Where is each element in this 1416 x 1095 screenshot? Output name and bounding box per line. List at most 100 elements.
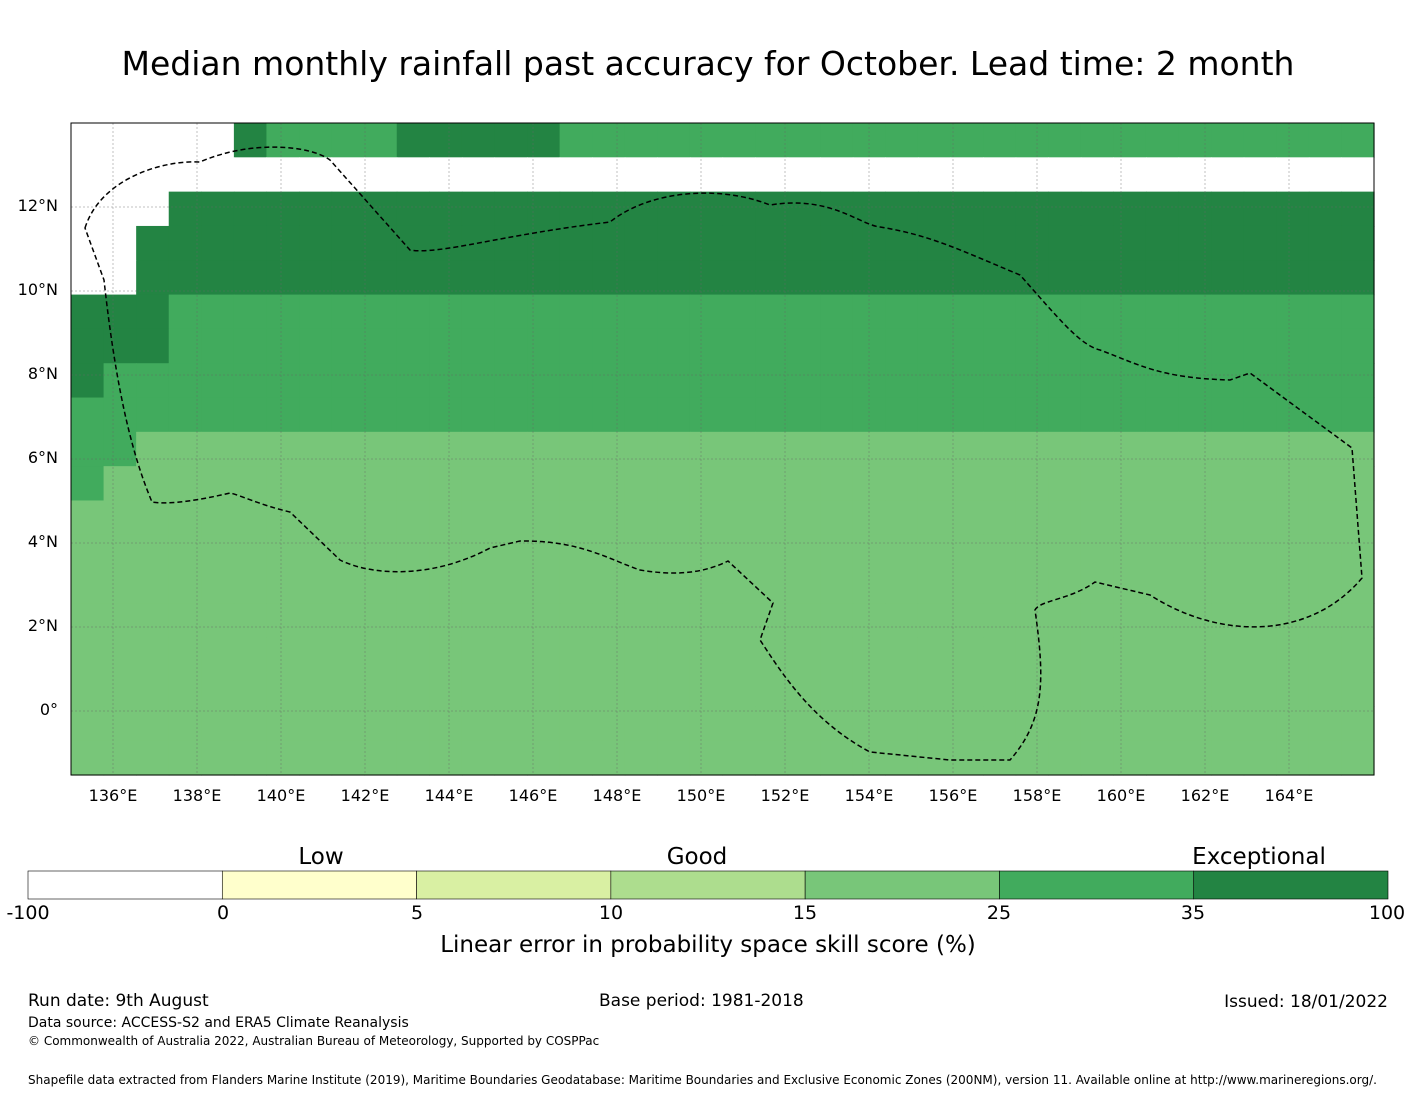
- skill-cell: [331, 191, 365, 227]
- category-low: Low: [298, 844, 344, 870]
- skill-cell: [1276, 157, 1310, 193]
- skill-cell: [1243, 328, 1277, 364]
- skill-cell: [722, 500, 756, 536]
- skill-cell: [592, 191, 626, 227]
- skill-cell: [787, 569, 821, 605]
- skill-cell: [559, 363, 593, 399]
- skill-cell: [755, 672, 789, 707]
- skill-cell: [1276, 500, 1310, 536]
- skill-cell: [1048, 706, 1082, 742]
- skill-cell: [689, 672, 724, 707]
- skill-cell: [527, 534, 561, 570]
- skill-cell: [266, 260, 300, 296]
- skill-cell: [364, 466, 398, 502]
- skill-cell: [331, 294, 365, 330]
- skill-cell: [103, 431, 137, 467]
- colorbar-tick: -100: [6, 902, 50, 924]
- graticule: [71, 123, 1374, 775]
- skill-cell: [364, 191, 398, 227]
- skill-cell: [787, 431, 821, 467]
- colorbar-segment: [999, 870, 1195, 900]
- skill-cell: [1145, 637, 1180, 673]
- skill-cell: [1113, 603, 1147, 639]
- skill-cell: [201, 603, 235, 639]
- skill-cell: [787, 534, 821, 570]
- skill-cell: [917, 397, 952, 433]
- skill-cell: [1276, 466, 1310, 502]
- skill-cell: [1211, 534, 1245, 570]
- skill-cell: [755, 191, 789, 227]
- skill-cell: [429, 397, 463, 433]
- skill-cell: [592, 500, 626, 536]
- skill-cell: [71, 706, 105, 742]
- lon-label: 162°E: [1180, 786, 1230, 805]
- skill-cell: [820, 706, 854, 742]
- skill-cell: [331, 363, 365, 399]
- skill-cell: [755, 603, 789, 639]
- skill-cell: [1308, 740, 1343, 776]
- skill-cell: [917, 637, 952, 673]
- skill-cell: [950, 294, 984, 330]
- skill-cell: [201, 157, 235, 193]
- skill-cell: [852, 294, 886, 330]
- skill-cell: [1048, 431, 1082, 467]
- skill-cell: [71, 603, 105, 639]
- skill-cell: [136, 328, 170, 364]
- skill-cell: [1308, 672, 1343, 707]
- skill-cell: [233, 466, 268, 502]
- skill-cell: [559, 225, 593, 261]
- skill-cell: [1308, 191, 1343, 227]
- skill-cell: [983, 534, 1017, 570]
- base-period: Base period: 1981-2018: [599, 991, 804, 1011]
- skill-cell: [461, 397, 496, 433]
- skill-cell: [1113, 740, 1147, 776]
- skill-cell: [461, 363, 496, 399]
- skill-cell: [527, 706, 561, 742]
- skill-cell: [1341, 328, 1375, 364]
- skill-cell: [1080, 191, 1115, 227]
- skill-cell: [852, 500, 886, 536]
- skill-cell: [1308, 328, 1343, 364]
- lon-label: 156°E: [928, 786, 978, 805]
- skill-cell: [527, 363, 561, 399]
- skill-cell: [1080, 294, 1115, 330]
- skill-cell: [787, 740, 821, 776]
- skill-cell: [168, 603, 202, 639]
- skill-cell: [1048, 260, 1082, 296]
- skill-cell: [71, 123, 105, 158]
- skill-cell: [917, 672, 952, 707]
- skill-cell: [820, 740, 854, 776]
- skill-cell: [917, 225, 952, 261]
- skill-cell: [331, 260, 365, 296]
- skill-cell: [1341, 225, 1375, 261]
- skill-cell: [527, 569, 561, 605]
- skill-cell: [364, 672, 398, 707]
- skill-cell: [299, 706, 333, 742]
- skill-cell: [71, 534, 105, 570]
- skill-cell: [917, 123, 952, 158]
- skill-cell: [1145, 740, 1180, 776]
- skill-cell: [168, 672, 202, 707]
- skill-cell: [1178, 466, 1212, 502]
- skill-cell: [1048, 569, 1082, 605]
- skill-cell: [624, 123, 658, 158]
- skill-cell: [950, 534, 984, 570]
- skill-cell: [722, 672, 756, 707]
- skill-cell: [983, 225, 1017, 261]
- colorbar-tick: 5: [410, 902, 424, 924]
- skill-cell: [233, 123, 268, 158]
- skill-cell: [1048, 534, 1082, 570]
- skill-cell: [1113, 500, 1147, 536]
- skill-cell: [624, 466, 658, 502]
- skill-cell: [1308, 157, 1343, 193]
- skill-cell: [852, 637, 886, 673]
- skill-cell: [820, 328, 854, 364]
- skill-cell: [429, 569, 463, 605]
- skill-cell: [527, 328, 561, 364]
- skill-cell: [136, 294, 170, 330]
- skill-cell: [266, 740, 300, 776]
- skill-cell: [820, 466, 854, 502]
- skill-cell: [71, 225, 105, 261]
- skill-cell: [950, 603, 984, 639]
- skill-cell: [364, 637, 398, 673]
